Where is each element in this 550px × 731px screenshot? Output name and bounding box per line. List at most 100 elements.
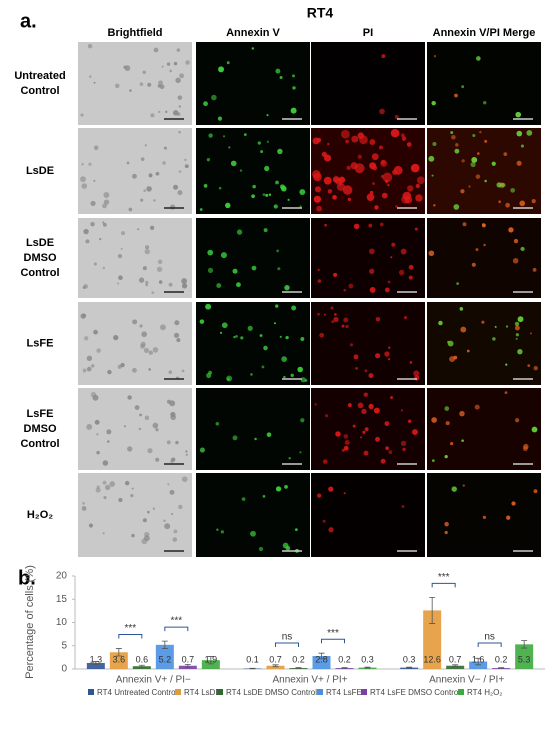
- cell: [496, 182, 501, 187]
- cell: [281, 186, 287, 192]
- cell: [132, 368, 137, 373]
- cell: [331, 320, 334, 323]
- cell: [409, 276, 413, 280]
- error-bar: [342, 668, 348, 669]
- cell: [160, 324, 166, 330]
- cell: [147, 83, 151, 87]
- cell: [343, 289, 346, 292]
- cell: [284, 285, 289, 290]
- cell: [86, 424, 92, 430]
- cell: [185, 164, 189, 168]
- cell: [372, 153, 379, 160]
- cell: [526, 130, 532, 136]
- cell: [147, 511, 150, 514]
- cell: [145, 144, 147, 146]
- significance-bracket: [119, 635, 142, 639]
- cell: [374, 408, 380, 414]
- cell: [461, 439, 464, 442]
- cell: [333, 317, 338, 322]
- value-label: 3.6: [113, 654, 126, 664]
- cell: [185, 450, 187, 452]
- value-label: 0.7: [182, 654, 195, 664]
- cell: [252, 47, 254, 49]
- cell: [118, 254, 122, 258]
- significance-bracket: [165, 627, 188, 631]
- cell: [369, 139, 375, 145]
- cell: [145, 245, 149, 249]
- cell: [154, 48, 159, 53]
- cell: [388, 347, 390, 349]
- cell: [477, 152, 480, 155]
- cell: [227, 378, 230, 381]
- cell: [140, 344, 145, 349]
- cell: [263, 495, 266, 498]
- cell: [388, 281, 391, 284]
- cell: [399, 270, 404, 275]
- cell: [505, 391, 508, 394]
- cell: [450, 442, 453, 445]
- cell: [146, 186, 152, 192]
- cell: [203, 101, 208, 106]
- cell: [125, 481, 129, 485]
- cell: [472, 134, 475, 137]
- x-tick-label: Annexin V+ / PI−: [116, 675, 191, 686]
- cell: [460, 327, 466, 333]
- cell: [89, 523, 93, 527]
- cell: [401, 249, 407, 255]
- cell: [325, 414, 328, 417]
- cell: [145, 284, 148, 287]
- cell: [364, 392, 368, 396]
- cell: [285, 336, 288, 339]
- cell: [283, 543, 289, 549]
- cell: [103, 192, 109, 198]
- cell: [175, 441, 178, 444]
- cell: [527, 364, 530, 367]
- cell: [358, 155, 362, 159]
- cell: [141, 538, 147, 544]
- cell: [221, 252, 227, 258]
- cell: [351, 136, 358, 143]
- cell: [513, 258, 519, 264]
- cell: [505, 203, 510, 208]
- cell: [221, 530, 224, 533]
- cell: [103, 532, 105, 534]
- cell: [263, 193, 266, 196]
- cell: [516, 338, 518, 340]
- cell: [318, 279, 322, 283]
- cell: [295, 528, 298, 531]
- cell: [176, 338, 180, 342]
- cell: [483, 516, 486, 519]
- cell: [231, 161, 237, 167]
- cell: [402, 136, 406, 140]
- cell: [143, 266, 147, 270]
- cell: [508, 227, 513, 232]
- cell: [350, 343, 353, 346]
- micrograph: [427, 128, 541, 214]
- cell: [274, 322, 276, 324]
- cell: [200, 208, 203, 211]
- cell: [532, 427, 538, 433]
- cell: [216, 283, 221, 288]
- cell: [345, 325, 348, 328]
- cell: [431, 417, 437, 423]
- cell: [276, 250, 279, 253]
- cell: [145, 249, 150, 254]
- row-label: DMSO: [24, 423, 57, 435]
- cell: [460, 189, 464, 193]
- cell: [169, 283, 173, 287]
- cell: [174, 62, 177, 65]
- cell: [155, 458, 159, 462]
- row-label: LsFE: [27, 408, 54, 420]
- micrograph: [78, 218, 192, 298]
- cell: [344, 446, 349, 451]
- cell: [254, 438, 256, 440]
- cell: [267, 432, 272, 437]
- cell: [288, 199, 290, 201]
- cell: [237, 229, 242, 234]
- cell: [445, 455, 448, 458]
- legend-label: RT4 H₂O₂: [467, 688, 502, 697]
- row-label: Control: [20, 85, 59, 97]
- cell: [266, 114, 268, 116]
- cell: [156, 172, 160, 176]
- cell: [175, 78, 180, 83]
